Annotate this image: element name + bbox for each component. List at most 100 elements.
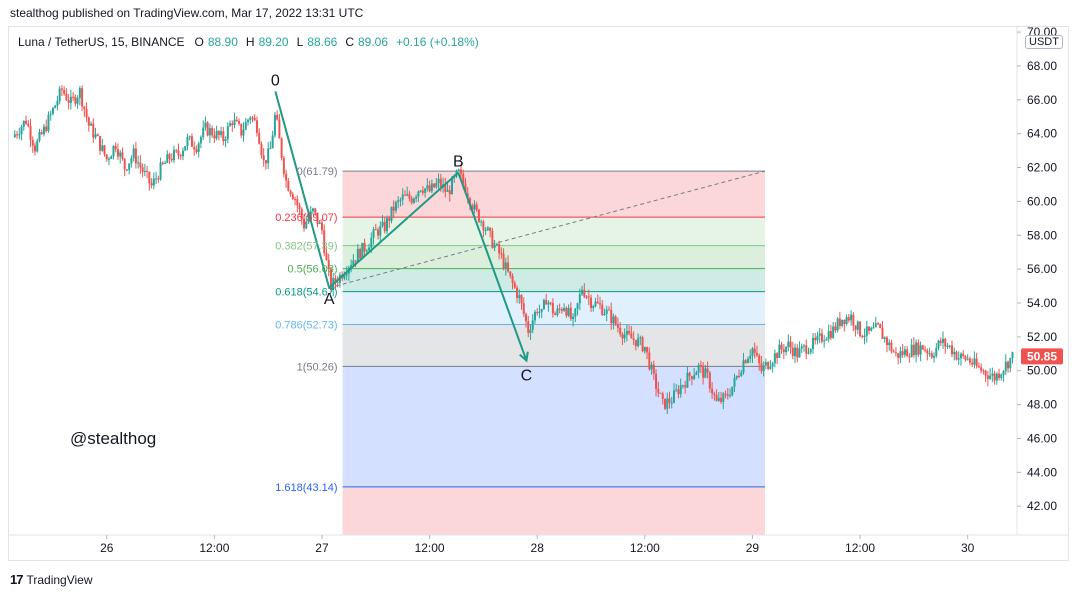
candle-body (217, 131, 220, 136)
candle-body (637, 338, 640, 347)
candle-body (238, 121, 241, 124)
candle-body (204, 122, 207, 128)
candle-body (417, 191, 420, 197)
candle-body (406, 194, 409, 196)
candle-body (42, 126, 45, 134)
candle-body (307, 218, 310, 223)
candle-body (45, 126, 48, 131)
candle-body (926, 350, 929, 354)
candle-body (782, 349, 785, 353)
currency-button[interactable]: USDT (1025, 35, 1063, 49)
candle-body (531, 320, 534, 331)
candle-body (937, 340, 940, 348)
candle-body (650, 364, 653, 370)
candle-body (123, 158, 126, 170)
footer-brand[interactable]: 17 TradingView (10, 572, 93, 587)
candle-body (446, 190, 449, 192)
candle-body (298, 205, 301, 210)
candle-body (899, 351, 902, 358)
candle-body (753, 348, 756, 354)
candle-body (356, 248, 359, 262)
candle-body (803, 345, 806, 347)
open-label: O (194, 35, 204, 49)
candle-body (623, 334, 626, 339)
candle-body (919, 345, 922, 355)
candle-body (294, 199, 297, 201)
candle-body (764, 362, 767, 366)
candle-body (789, 341, 792, 348)
candle-body (791, 347, 794, 357)
candle-body (155, 178, 158, 180)
candle-body (542, 299, 545, 310)
candle-body (655, 373, 658, 389)
watermark-text: @stealthog (70, 429, 156, 448)
candle-body (484, 230, 487, 232)
candle-body (930, 353, 933, 358)
candle-body (125, 169, 128, 171)
candle-body (657, 388, 660, 393)
candle-body (614, 316, 617, 325)
candle-body (908, 356, 911, 358)
candle-body (527, 321, 530, 333)
candle-body (933, 356, 936, 358)
candle-body (1002, 371, 1005, 375)
candle-body (982, 370, 985, 372)
candle-body (767, 362, 770, 369)
price-tick-label: 68.00 (1027, 59, 1057, 73)
pattern-leg-1 (328, 171, 459, 289)
candle-body (625, 330, 628, 335)
candle-body (545, 299, 548, 305)
candle-body (291, 194, 294, 200)
candle-body (287, 180, 290, 191)
candle-body (345, 273, 348, 276)
candle-body (439, 178, 442, 188)
candle-body (648, 352, 651, 370)
candle-body (350, 265, 353, 268)
candle-body (105, 154, 108, 160)
candle-body (986, 375, 989, 379)
candle-body (137, 162, 140, 164)
publish-line: stealthog published on TradingView.com, … (10, 6, 364, 20)
candle-body (40, 132, 43, 134)
candle-body (740, 372, 743, 376)
symbol-name[interactable]: Luna / TetherUS, 15, BINANCE (18, 35, 185, 49)
pattern-arrow-head (519, 351, 529, 363)
candle-body (269, 148, 272, 150)
candle-body (251, 117, 254, 119)
candle-body (415, 196, 418, 199)
candle-body (327, 259, 330, 270)
last-price-label: 50.85 (1027, 349, 1057, 363)
price-tick-label: 44.00 (1027, 465, 1057, 479)
candle-body (910, 344, 913, 357)
candle-body (58, 88, 61, 102)
candle-body (865, 326, 868, 336)
candle-body (213, 135, 216, 139)
candle-body (964, 356, 967, 360)
candle-body (323, 230, 326, 253)
candle-body (565, 308, 568, 316)
candle-body (605, 309, 608, 314)
candle-body (220, 131, 223, 136)
xabc-pattern: 0 A B C (271, 72, 532, 384)
candle-body (114, 145, 117, 150)
candle-body (173, 150, 176, 161)
fib-trend-line (329, 170, 766, 289)
fib-level-label-7: 1.618(43.14) (275, 482, 337, 494)
candle-body (448, 190, 451, 195)
candle-body (513, 282, 516, 288)
candle-body (525, 313, 528, 322)
candle-body (751, 348, 754, 356)
candle-body (859, 321, 862, 337)
candle-body (661, 393, 664, 399)
candle-body (881, 328, 884, 339)
candle-body (276, 114, 279, 120)
candle-body (989, 375, 992, 379)
candle-body (917, 342, 920, 355)
fib-level-label-4: 0.618(54.67) (275, 287, 337, 299)
candle-body (36, 140, 39, 152)
candle-body (885, 337, 888, 346)
candle-body (486, 227, 489, 231)
time-tick-label: 30 (961, 541, 975, 555)
candle-body (419, 190, 422, 192)
